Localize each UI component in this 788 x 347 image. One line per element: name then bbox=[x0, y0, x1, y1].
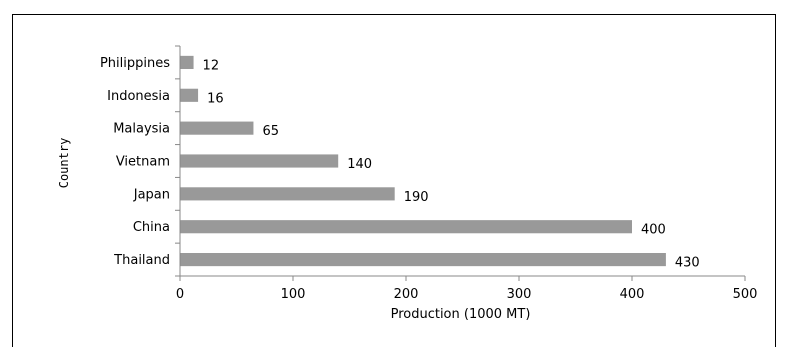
y-tick-label: Malaysia bbox=[113, 122, 170, 137]
data-label: 400 bbox=[641, 223, 666, 238]
y-axis-title: Country bbox=[57, 138, 71, 189]
x-tick-label: 100 bbox=[281, 287, 306, 302]
data-label: 12 bbox=[203, 58, 220, 73]
y-tick-label: Philippines bbox=[100, 56, 170, 71]
y-tick-label: Thailand bbox=[113, 253, 170, 268]
bars-layer bbox=[180, 55, 666, 267]
axes-layer bbox=[179, 46, 745, 277]
data-label: 16 bbox=[207, 91, 224, 106]
data-label: 140 bbox=[347, 157, 372, 172]
x-tick-label: 500 bbox=[733, 287, 758, 302]
bar-china bbox=[180, 220, 632, 234]
labels-layer: Philippines 12 Indonesia 16 Malaysia 65 Vietna… bbox=[100, 56, 757, 302]
y-tick-label: Japan bbox=[133, 187, 170, 202]
bar-indonesia bbox=[180, 88, 199, 102]
data-label: 65 bbox=[262, 124, 279, 139]
bar-japan bbox=[180, 187, 395, 201]
x-tick-label: 400 bbox=[620, 287, 645, 302]
y-tick-label: Vietnam bbox=[116, 155, 170, 170]
y-tick-label: China bbox=[133, 220, 170, 235]
x-tick-label: 300 bbox=[507, 287, 532, 302]
ticks-layer bbox=[175, 45, 746, 281]
x-tick-label: 0 bbox=[176, 287, 184, 302]
bar-malaysia bbox=[180, 121, 254, 135]
y-tick-label: Indonesia bbox=[107, 89, 170, 104]
bar-thailand bbox=[180, 253, 666, 267]
data-label: 190 bbox=[404, 190, 429, 205]
chart-frame bbox=[12, 14, 776, 347]
x-axis-title: Production (1000 MT) bbox=[391, 307, 531, 322]
bar-vietnam bbox=[180, 154, 339, 168]
data-label: 430 bbox=[675, 256, 700, 271]
bar-philippines bbox=[180, 55, 194, 69]
x-tick-label: 200 bbox=[394, 287, 419, 302]
